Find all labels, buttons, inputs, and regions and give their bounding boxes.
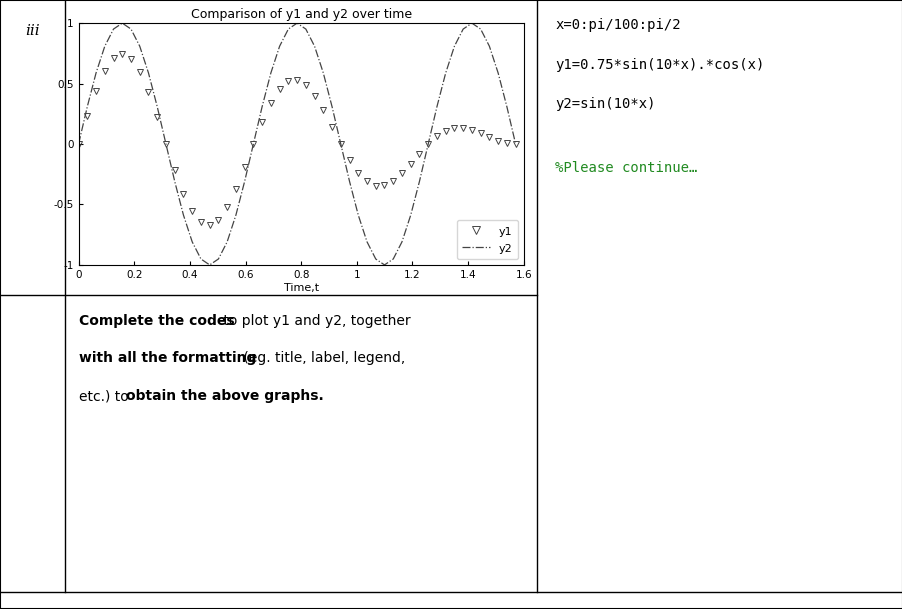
Line: y2: y2: [78, 23, 515, 265]
y2: [222, 238, 233, 245]
y1: [501, 139, 511, 147]
Text: iii: iii: [25, 24, 40, 38]
y1: [204, 221, 215, 228]
Text: with all the formatting: with all the formatting: [78, 351, 255, 365]
Text: (eg. title, label, legend,: (eg. title, label, legend,: [239, 351, 405, 365]
Legend: y1, y2: y1, y2: [456, 220, 518, 259]
Text: obtain the above graphs.: obtain the above graphs.: [125, 389, 323, 403]
y2: [73, 141, 84, 148]
y1: [379, 181, 390, 189]
Title: Comparison of y1 and y2 over time: Comparison of y1 and y2 over time: [190, 7, 411, 21]
y2: [230, 211, 241, 219]
y1: [230, 185, 241, 192]
y1: [178, 190, 189, 197]
Text: to plot y1 and y2, together: to plot y1 and y2, together: [218, 314, 410, 328]
y1: [510, 141, 520, 148]
y1: [222, 203, 233, 211]
y2: [116, 19, 127, 27]
X-axis label: Time,t: Time,t: [283, 283, 318, 292]
y2: [379, 261, 390, 269]
y2: [178, 211, 189, 219]
y2: [204, 261, 215, 269]
Text: Complete the codes: Complete the codes: [78, 314, 234, 328]
Text: %Please continue…: %Please continue…: [555, 161, 697, 175]
y1: [73, 141, 84, 148]
Text: y1=0.75*sin(10*x).*cos(x): y1=0.75*sin(10*x).*cos(x): [555, 58, 764, 72]
Text: etc.) to: etc.) to: [78, 389, 133, 403]
Line: y1: y1: [76, 52, 518, 228]
y2: [510, 141, 520, 148]
y1: [116, 51, 127, 58]
Text: x=0:pi/100:pi/2: x=0:pi/100:pi/2: [555, 18, 680, 32]
y1: [405, 160, 416, 167]
y2: [405, 211, 416, 219]
Text: y2=sin(10*x): y2=sin(10*x): [555, 97, 655, 111]
y2: [501, 103, 511, 110]
